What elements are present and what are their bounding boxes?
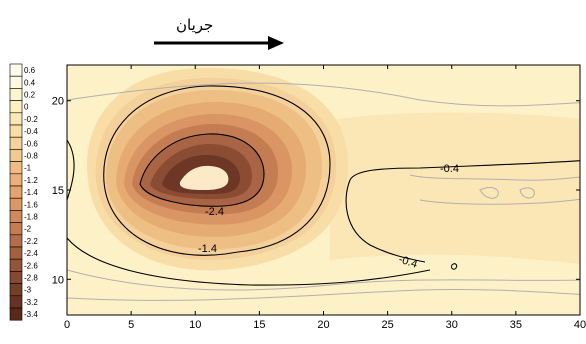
legend-swatch: [9, 283, 23, 297]
legend-label: -3: [24, 286, 32, 295]
legend-swatch: [9, 234, 23, 248]
x-tick-label: 15: [253, 319, 265, 331]
legend-swatch: [9, 295, 23, 309]
legend-label: -1: [24, 164, 32, 173]
minor-contour: [419, 198, 580, 205]
contour-band-tail: [330, 112, 580, 264]
contour-line-neg-0-4-lower: [345, 179, 426, 263]
contour-fills: [67, 67, 580, 301]
y-tick-label: 10: [52, 274, 64, 286]
contour-line-outer: [67, 237, 431, 286]
minor-contour: [67, 269, 580, 291]
legend-swatch: [9, 136, 23, 150]
legend-label: 0.6: [24, 66, 36, 75]
contour-label: -2.4: [205, 206, 224, 218]
legend-label: -2.2: [24, 237, 38, 246]
contour-line-neg-0-4-upper: [349, 160, 580, 181]
flow-label: جریان: [176, 16, 213, 34]
legend-label: 0: [24, 103, 29, 112]
y-tick-label: 15: [52, 185, 64, 197]
minor-contour: [519, 187, 535, 199]
legend-label: -1.4: [24, 188, 38, 197]
legend-label: -1.8: [24, 213, 38, 222]
legend-label: -2.4: [24, 249, 38, 258]
minor-contour: [479, 187, 499, 199]
legend-swatch: [9, 149, 23, 162]
x-tick-label: 30: [446, 319, 458, 331]
legend-swatch: [9, 185, 23, 199]
legend-swatch: [9, 173, 23, 187]
x-tick-label: 20: [317, 319, 329, 331]
contour-line-left: [67, 139, 75, 201]
minor-contours: [67, 82, 580, 301]
contour-line-neg-2-4: [139, 133, 265, 207]
contour-line-neg-1-4: [103, 85, 331, 256]
legend-label: -0.8: [24, 152, 38, 161]
legend-label: 0.2: [24, 91, 36, 100]
contour-label: -0.4: [440, 163, 459, 175]
legend-swatch: [9, 246, 23, 260]
minor-contour: [67, 82, 580, 107]
y-tick-label: 20: [52, 96, 64, 108]
legend-label: -2.8: [24, 274, 38, 283]
x-tick-label: 10: [189, 319, 201, 331]
major-contours: [67, 85, 580, 286]
legend-swatch: [9, 88, 23, 101]
y-axis: 10 15 20: [52, 96, 580, 286]
small-closed-contour: [451, 263, 458, 270]
legend-swatch: [9, 222, 23, 236]
legend-swatch: [9, 161, 23, 175]
contour-label: -0.4: [397, 253, 419, 270]
contour-label: -1.4: [198, 243, 217, 255]
legend-swatch: [9, 75, 23, 89]
x-tick-label: 5: [128, 319, 134, 331]
legend-label: -0.6: [24, 139, 38, 148]
x-axis: 0 5 10 15 20 25 30 35 40: [64, 65, 586, 331]
legend-label: -2: [24, 225, 32, 234]
legend-swatch: [9, 100, 23, 114]
x-tick-label: 40: [574, 319, 586, 331]
legend-swatch: [9, 307, 23, 321]
legend-swatch: [9, 258, 23, 272]
legend-swatch: [9, 63, 23, 77]
legend-label: -3.2: [24, 298, 38, 307]
legend-label: -0.4: [24, 127, 38, 136]
legend-label: -3.4: [24, 310, 38, 319]
minor-contour: [67, 288, 580, 301]
legend-swatch: [9, 124, 23, 138]
x-tick-label: 0: [64, 319, 70, 331]
legend-swatch: [9, 112, 23, 126]
minor-contour: [409, 174, 580, 181]
legend-label: -1.6: [24, 200, 38, 209]
flow-arrow-head: [268, 36, 284, 50]
x-tick-label: 35: [510, 319, 522, 331]
legend: 0.6 0.4 0.2 0 -0.2 -0.4 -0.6 -0.8 -1 -1.2 -1.4 -1.6…: [9, 63, 38, 321]
legend-label: -1.2: [24, 176, 38, 185]
legend-label: -0.2: [24, 115, 38, 124]
legend-swatch: [9, 210, 23, 223]
legend-label: -2.6: [24, 261, 38, 270]
legend-swatch: [9, 197, 23, 211]
x-tick-label: 25: [382, 319, 394, 331]
legend-label: 0.4: [24, 78, 36, 87]
contour-band-10: [179, 165, 229, 190]
legend-swatch: [9, 271, 23, 284]
